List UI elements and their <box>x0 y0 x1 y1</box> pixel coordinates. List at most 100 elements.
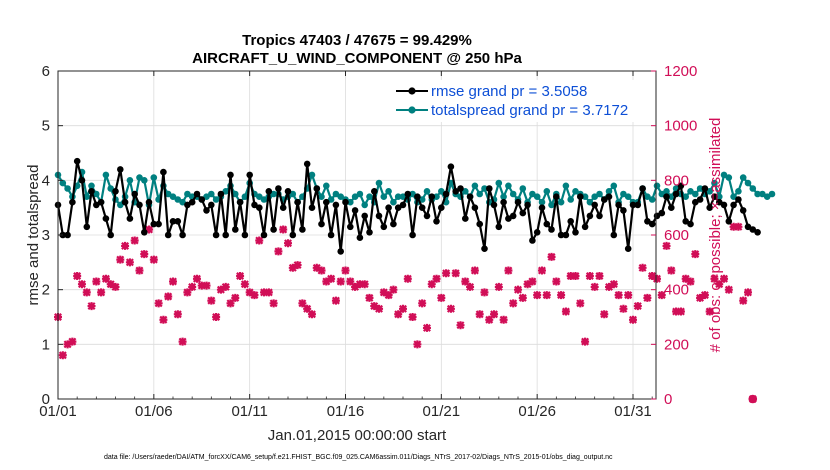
rmse-point <box>730 201 737 209</box>
rmse-point <box>562 231 570 239</box>
obs-point <box>744 288 752 297</box>
totalspread-point <box>644 193 651 200</box>
obs-point <box>638 263 647 272</box>
totalspread-point <box>716 193 723 200</box>
obs-point <box>389 285 398 294</box>
rmse-point <box>160 168 167 176</box>
obs-point <box>307 310 316 319</box>
x-axis-label: Jan.01,2015 00:00:00 start <box>268 427 447 444</box>
rmse-series <box>54 157 761 255</box>
y-left-tick-label: 3 <box>42 227 50 244</box>
rmse-point <box>141 229 148 236</box>
rmse-point <box>318 220 325 228</box>
rmse-point <box>351 207 359 214</box>
rmse-point <box>481 245 488 252</box>
obs-point <box>68 337 77 346</box>
y-axis-left-label: rmse and totalspread <box>25 165 42 306</box>
x-tick-label: 01/16 <box>327 403 365 420</box>
totalspread-point <box>663 188 670 195</box>
x-tick-label: 01/31 <box>614 403 652 420</box>
obs-point <box>609 280 618 289</box>
obs-point <box>288 263 297 272</box>
totalspread-point <box>682 193 689 200</box>
rmse-point <box>390 220 397 228</box>
rmse-point <box>658 209 666 217</box>
rmse-point <box>754 229 761 236</box>
obs-point <box>605 282 614 291</box>
rmse-point <box>553 193 560 200</box>
obs-point <box>576 299 585 308</box>
obs-point <box>614 291 623 300</box>
totalspread-point <box>361 201 369 209</box>
obs-point <box>422 323 431 332</box>
obs-point <box>542 291 551 300</box>
totalspread-point <box>270 190 277 198</box>
rmse-point <box>744 223 752 231</box>
totalspread-point <box>169 193 177 200</box>
totalspread-point <box>744 179 752 187</box>
obs-point <box>499 315 508 324</box>
rmse-point <box>739 207 747 214</box>
totalspread-point <box>624 193 632 200</box>
obs-point <box>523 280 532 289</box>
rmse-point <box>232 226 239 233</box>
y-right-tick-label: 400 <box>664 282 689 299</box>
totalspread-point <box>495 179 503 187</box>
obs-point <box>629 315 637 324</box>
obs-point <box>657 291 666 300</box>
rmse-point <box>466 193 474 200</box>
totalspread-point <box>347 198 354 206</box>
rmse-point <box>97 198 105 206</box>
obs-point <box>293 261 302 270</box>
obs-point <box>370 302 379 311</box>
totalspread-point <box>323 182 330 190</box>
obs-point <box>720 274 729 283</box>
obs-point <box>571 272 580 280</box>
obs-point <box>250 291 259 300</box>
x-tick-label: 01/21 <box>423 403 461 420</box>
obs-point <box>58 351 67 360</box>
rmse-point <box>668 204 675 211</box>
obs-point <box>533 291 542 300</box>
totalspread-point <box>179 198 186 206</box>
obs-point <box>274 247 283 256</box>
rmse-point <box>543 220 551 228</box>
rmse-point <box>188 198 196 206</box>
rmse-point <box>644 218 651 225</box>
totalspread-point <box>533 193 541 200</box>
totalspread-point <box>668 193 675 200</box>
totalspread-point <box>519 185 527 192</box>
rmse-point <box>596 212 603 220</box>
obs-point <box>466 282 475 291</box>
rmse-point <box>610 231 618 239</box>
obs-point <box>595 272 604 280</box>
totalspread-point <box>184 190 191 198</box>
obs-point <box>566 272 575 280</box>
obs-point <box>264 288 273 297</box>
obs-point <box>734 222 743 231</box>
rmse-point <box>212 231 220 239</box>
rmse-point <box>117 166 124 173</box>
y-right-tick-label: 1000 <box>664 118 697 135</box>
obs-point <box>662 241 671 250</box>
rmse-point <box>332 201 340 209</box>
totalspread-point <box>423 188 431 195</box>
rmse-point <box>409 231 416 239</box>
series-layer <box>54 157 776 404</box>
rmse-point <box>184 201 191 209</box>
obs-point <box>164 292 173 301</box>
obs-point <box>652 274 661 283</box>
rmse-point <box>500 198 507 206</box>
rmse-point <box>529 237 536 244</box>
y-left-tick-label: 2 <box>42 282 50 299</box>
obs-point <box>633 302 642 311</box>
rmse-point <box>505 215 512 222</box>
totalspread-point <box>327 196 335 203</box>
rmse-point <box>486 185 493 192</box>
obs-point <box>590 282 599 291</box>
rmse-point <box>533 229 541 236</box>
rmse-point <box>394 204 402 211</box>
obs-point <box>63 340 72 349</box>
obs-point <box>528 277 537 286</box>
rmse-point <box>279 204 287 211</box>
